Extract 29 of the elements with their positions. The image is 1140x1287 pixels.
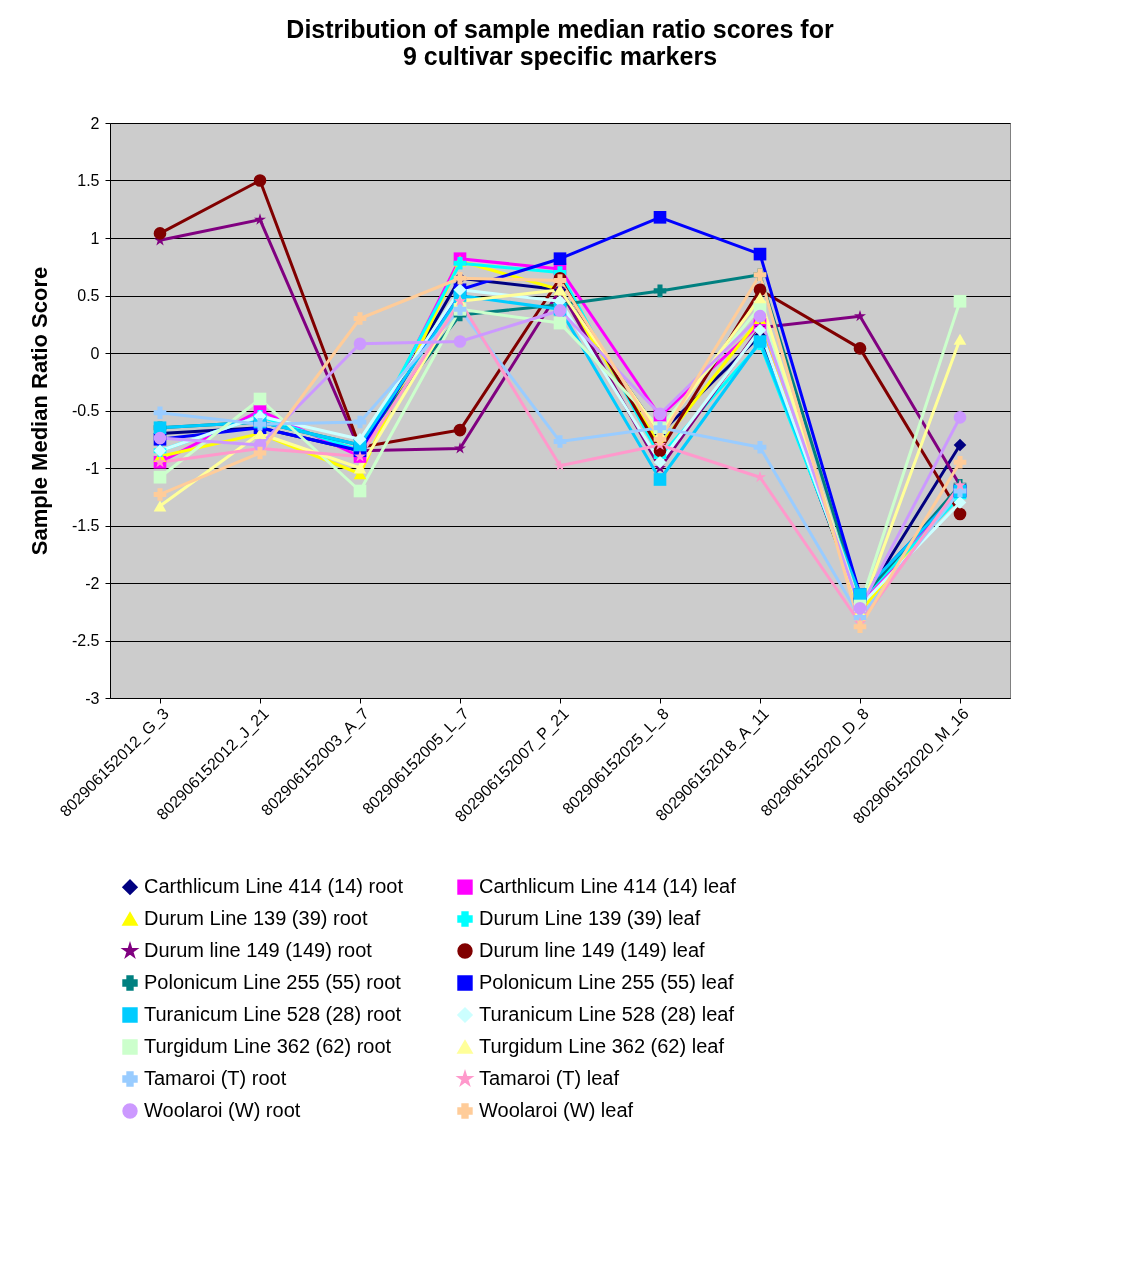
legend-label: Polonicum Line 255 (55) root [144, 971, 402, 993]
legend-label: Turgidum Line 362 (62) leaf [479, 1035, 725, 1057]
y-tick-label: -2.5 [71, 632, 100, 649]
legend-label: Durum line 149 (149) root [144, 939, 373, 961]
y-tick-label: -1.5 [71, 517, 100, 534]
legend-label: Woolaroi (W) leaf [479, 1099, 634, 1121]
legend-label: Durum line 149 (149) leaf [479, 939, 706, 961]
legend-label: Polonicum Line 255 (55) leaf [479, 971, 735, 993]
legend-label: Turanicum Line 528 (28) root [144, 1003, 402, 1025]
legend-label: Durum Line 139 (39) root [144, 907, 368, 929]
y-tick-label: 2 [90, 114, 100, 132]
legend-label: Tamaroi (T) root [144, 1067, 287, 1089]
y-tick-label: 0 [90, 344, 100, 362]
chart-title: Distribution of sample median ratio scores for 9 cultivar specific markers [286, 15, 834, 70]
legend-label: Woolaroi (W) root [144, 1099, 301, 1121]
y-tick-label: 1 [90, 229, 100, 247]
y-tick-label: -1 [85, 459, 100, 477]
y-tick-label: 0.5 [77, 287, 100, 304]
legend-label: Tamaroi (T) leaf [479, 1067, 620, 1089]
y-tick-label: -3 [85, 689, 100, 707]
legend-label: Carthlicum Line 414 (14) root [144, 875, 404, 898]
y-axis-title: Sample Median Ratio Score [26, 266, 52, 556]
legend-label: Durum Line 139 (39) leaf [479, 907, 701, 929]
legend-label: Turgidum Line 362 (62) root [144, 1035, 392, 1057]
legend-label: Carthlicum Line 414 (14) leaf [479, 875, 737, 898]
legend-label: Turanicum Line 528 (28) leaf [479, 1003, 735, 1025]
y-tick-label: -0.5 [71, 402, 100, 419]
y-tick-label: -2 [85, 574, 100, 592]
y-tick-label: 1.5 [77, 172, 100, 189]
